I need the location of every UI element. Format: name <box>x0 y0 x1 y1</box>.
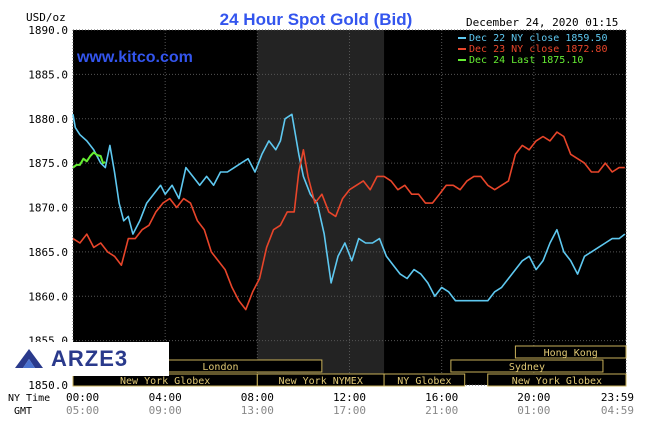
session-bar <box>514 345 627 359</box>
session-bar <box>450 359 604 373</box>
y-tick-label: 1875.0 <box>28 157 68 170</box>
legend-entry: Dec 23 NY close 1872.80 <box>469 44 607 55</box>
legend-entry: Dec 22 NY close 1859.50 <box>469 33 607 44</box>
x-tick-label-ny: 08:00 <box>241 391 274 404</box>
y-axis-unit-label: USD/oz <box>26 11 66 24</box>
x-tick-label-ny: 00:00 <box>66 391 99 404</box>
chart-datetime: December 24, 2020 01:15 <box>466 16 618 29</box>
session-label: Sydney <box>509 362 545 373</box>
gmt-row-label: GMT <box>14 406 32 417</box>
x-tick-label-gmt: 04:59 <box>601 404 634 417</box>
session-label: New York Globex <box>120 376 210 387</box>
x-tick-label-ny: 20:00 <box>517 391 550 404</box>
y-tick-label: 1850.0 <box>28 379 68 392</box>
series-line-1 <box>72 113 626 302</box>
price-series <box>72 113 626 311</box>
y-tick-label: 1890.0 <box>28 24 68 37</box>
y-tick-label: 1860.0 <box>28 290 68 303</box>
x-tick-label-ny: 12:00 <box>333 391 366 404</box>
x-tick-label-gmt: 13:00 <box>241 404 274 417</box>
x-tick-label-ny: 16:00 <box>425 391 458 404</box>
arzee-logo: ARZE3 <box>5 342 169 376</box>
x-tick-label-gmt: 21:00 <box>425 404 458 417</box>
ny-time-row-label: NY Time <box>8 393 50 404</box>
x-tick-label-gmt: 05:00 <box>66 404 99 417</box>
series-line-3 <box>72 151 106 169</box>
session-bar <box>487 373 627 387</box>
series-line-2 <box>72 131 625 311</box>
session-label: New York Globex <box>512 376 602 387</box>
arzee-logo-text: ARZE3 <box>51 346 129 371</box>
y-tick-label: 1865.0 <box>28 246 68 259</box>
session-label: Hong Kong <box>544 348 598 359</box>
y-tick-label: 1880.0 <box>28 113 68 126</box>
legend-entry: Dec 24 Last 1875.10 <box>469 55 583 66</box>
chart-title: 24 Hour Spot Gold (Bid) <box>220 10 413 29</box>
x-tick-label-gmt: 01:00 <box>517 404 550 417</box>
x-tick-label-gmt: 09:00 <box>149 404 182 417</box>
y-tick-label: 1885.0 <box>28 68 68 81</box>
site-watermark: www.kitco.com <box>76 49 193 66</box>
nymex-session-shade <box>257 30 385 385</box>
arzee-logo-mark-icon <box>15 349 43 368</box>
y-axis-tick-labels: 1890.0 1885.0 1880.0 1875.0 1870.0 1865.0 1860… <box>28 24 68 392</box>
session-label: London <box>202 362 238 373</box>
x-tick-label-gmt: 17:00 <box>333 404 366 417</box>
session-bar <box>383 373 466 387</box>
x-tick-label-ny: 04:00 <box>149 391 182 404</box>
x-tick-label-ny: 23:59 <box>601 391 634 404</box>
session-label: NY Globex <box>397 376 451 387</box>
session-label: New York NYMEX <box>279 376 363 387</box>
y-tick-label: 1870.0 <box>28 202 68 215</box>
